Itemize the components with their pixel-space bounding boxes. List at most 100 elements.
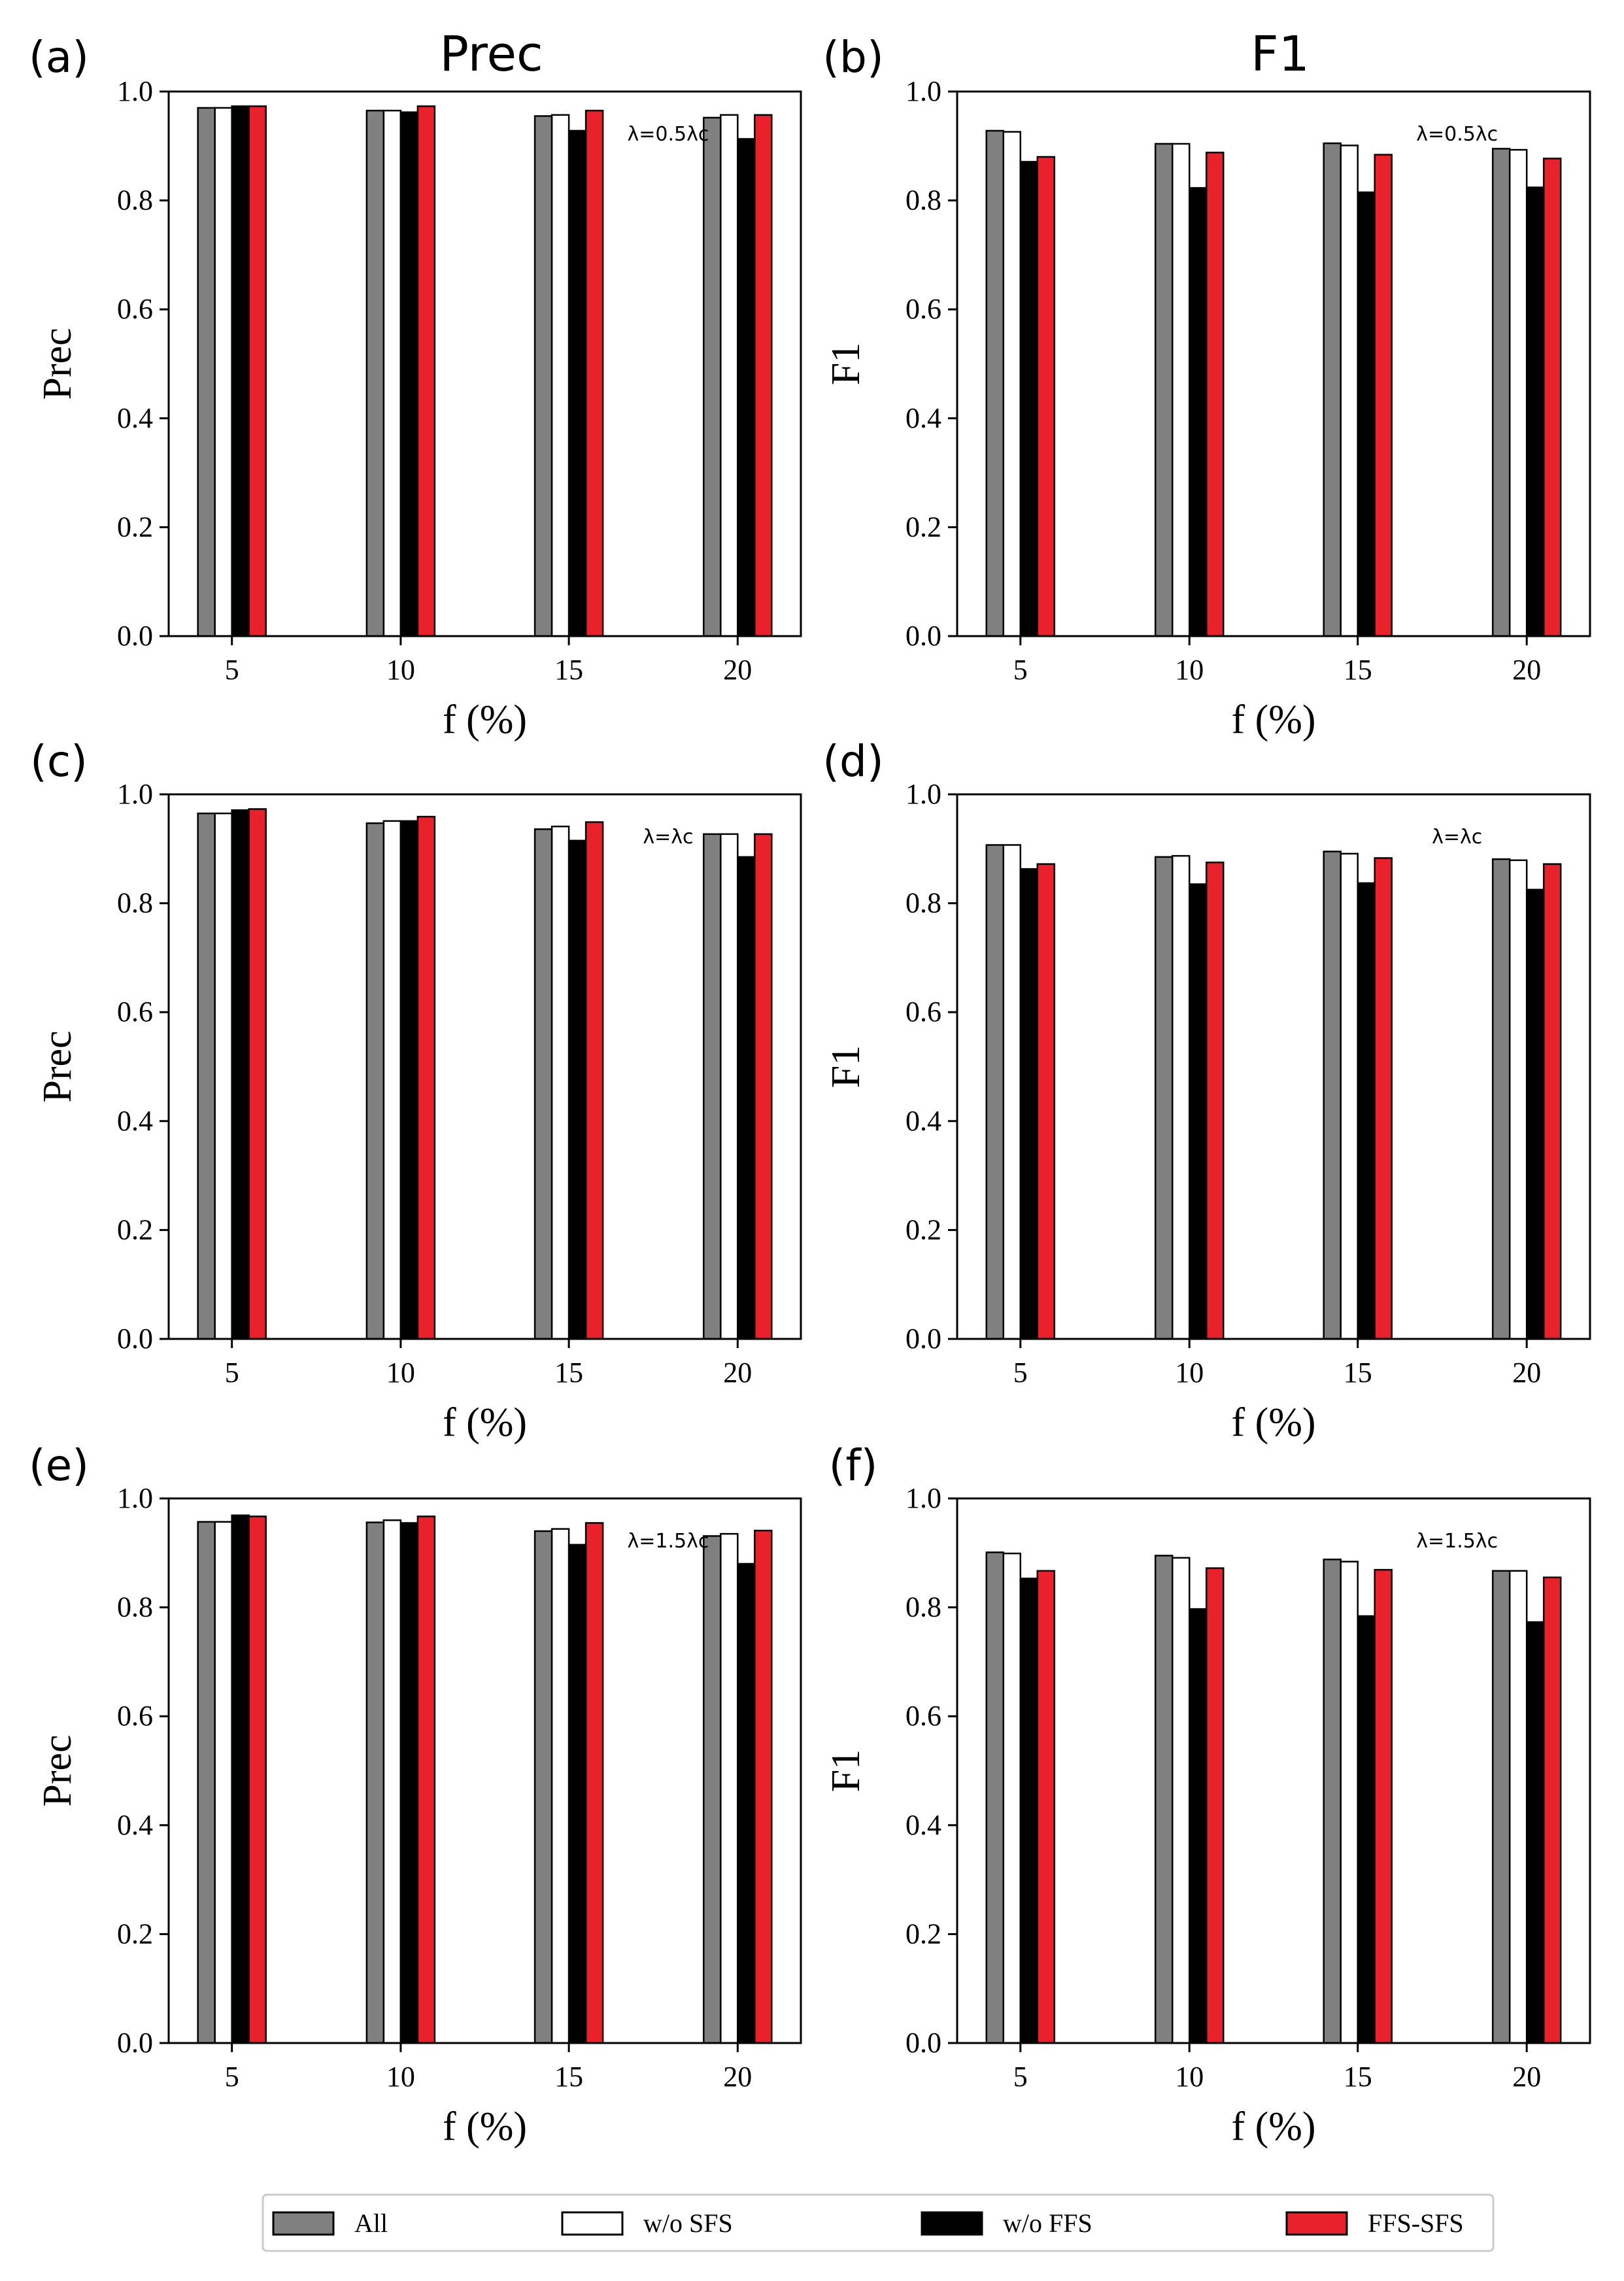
bar-all-15 — [1323, 851, 1342, 1340]
bar-ffs-sfs-10 — [1206, 1567, 1225, 2044]
legend: All w/o SFS w/o FFS FFS-SFS — [262, 2193, 1495, 2252]
x-axis-label: f (%) — [1231, 1400, 1315, 1445]
y-tick-label: 0.8 — [905, 887, 941, 919]
x-tick-label: 5 — [1013, 1357, 1028, 1389]
bar-all-15 — [533, 115, 553, 637]
x-tick-label: 15 — [554, 654, 583, 686]
bar-w-o-ffs-5 — [1019, 1578, 1039, 2044]
legend-label: w/o FFS — [1003, 2208, 1092, 2238]
bar-ffs-sfs-20 — [754, 833, 773, 1340]
y-tick-label: 0.0 — [117, 1323, 153, 1355]
axes-frame — [956, 1497, 1591, 2044]
y-tick-label: 0.4 — [905, 1105, 941, 1137]
bar-w-o-ffs-15 — [1357, 191, 1376, 637]
bar-w-o-ffs-15 — [567, 129, 587, 637]
y-tick-label: 1.0 — [905, 1482, 941, 1514]
y-tick-label: 0.2 — [905, 511, 941, 543]
legend-label: w/o SFS — [643, 2208, 733, 2238]
chart-panel-c: 0.0 0.2 0.4 0.6 0.8 1.0 5 10 15 20 f (%) Prec (c) λ=λ… — [30, 736, 802, 1445]
x-tick-label: 20 — [723, 654, 752, 686]
panel-letter: (f) — [829, 1440, 878, 1491]
bar-all-20 — [703, 1535, 722, 2044]
bar-all-10 — [1155, 856, 1174, 1340]
x-axis-label: f (%) — [1231, 698, 1315, 742]
bar-all-10 — [365, 109, 385, 637]
axes-frame — [167, 1497, 802, 2044]
panel-letter: (c) — [30, 736, 88, 786]
lambda-annotation: λ=0.5λc — [1416, 123, 1498, 146]
y-axis-label: F1 — [824, 343, 868, 385]
bar-ffs-sfs-15 — [584, 1522, 604, 2044]
y-tick-label: 0.6 — [117, 1700, 153, 1732]
bar-ffs-sfs-10 — [416, 105, 436, 637]
x-tick-label: 5 — [1013, 654, 1028, 686]
bar-ffs-sfs-20 — [1542, 863, 1562, 1340]
y-axis-label: Prec — [35, 328, 80, 399]
x-tick-label: 10 — [386, 654, 415, 686]
bar-ffs-sfs-15 — [1374, 857, 1393, 1340]
x-tick-label: 10 — [1175, 2061, 1204, 2093]
x-tick-label: 20 — [723, 2061, 752, 2093]
bar-w-o-ffs-5 — [1019, 868, 1039, 1340]
bar-w-o-sfs-10 — [382, 820, 402, 1340]
panel-letter: (e) — [29, 1440, 89, 1491]
y-tick-label: 1.0 — [117, 778, 153, 810]
x-axis-label: f (%) — [443, 1400, 527, 1445]
bar-w-o-sfs-15 — [1340, 1561, 1359, 2044]
bar-w-o-sfs-15 — [550, 1528, 570, 2044]
column-title: Prec — [439, 26, 543, 82]
bar-ffs-sfs-20 — [1542, 158, 1562, 637]
axes-frame — [167, 90, 802, 637]
y-tick-label: 0.4 — [905, 1809, 941, 1841]
bar-w-o-ffs-5 — [231, 1514, 250, 2044]
axes-frame — [167, 793, 802, 1340]
bar-all-20 — [1491, 1570, 1511, 2044]
bar-all-15 — [1323, 142, 1342, 637]
bar-w-o-sfs-5 — [1002, 844, 1022, 1340]
bar-w-o-ffs-5 — [231, 105, 250, 637]
bar-w-o-ffs-10 — [1189, 187, 1208, 637]
bar-ffs-sfs-5 — [1036, 156, 1056, 637]
y-tick-label: 1.0 — [905, 75, 941, 107]
x-tick-label: 10 — [1175, 1357, 1204, 1389]
y-tick-label: 1.0 — [117, 75, 153, 107]
column-title: F1 — [1251, 26, 1310, 82]
x-tick-label: 20 — [1512, 2061, 1541, 2093]
bar-ffs-sfs-15 — [1374, 1568, 1393, 2044]
y-tick-label: 1.0 — [117, 1482, 153, 1514]
bar-ffs-sfs-5 — [1036, 1570, 1056, 2044]
y-tick-label: 0.0 — [117, 2027, 153, 2059]
x-tick-label: 10 — [386, 2061, 415, 2093]
bar-all-10 — [1155, 143, 1174, 637]
bar-all-20 — [703, 833, 722, 1340]
bar-w-o-sfs-20 — [720, 114, 739, 637]
bar-w-o-ffs-10 — [1189, 883, 1208, 1340]
bar-w-o-ffs-15 — [567, 1544, 587, 2044]
legend-label: FFS-SFS — [1368, 2208, 1464, 2238]
bar-ffs-sfs-5 — [1036, 863, 1056, 1340]
bar-w-o-sfs-5 — [1002, 131, 1022, 637]
bar-ffs-sfs-5 — [248, 105, 267, 637]
y-tick-label: 0.0 — [905, 620, 941, 652]
bar-all-5 — [985, 844, 1005, 1340]
legend-box — [262, 2193, 1495, 2252]
bar-w-o-sfs-20 — [720, 1532, 739, 2044]
bar-all-5 — [197, 1521, 216, 2044]
y-tick-label: 0.2 — [117, 1918, 153, 1950]
bar-ffs-sfs-10 — [1206, 152, 1225, 637]
bar-w-o-sfs-5 — [214, 1521, 233, 2044]
bar-ffs-sfs-5 — [248, 1515, 267, 2044]
lambda-annotation: λ=λc — [1432, 826, 1482, 849]
bar-ffs-sfs-20 — [1542, 1576, 1562, 2044]
y-tick-label: 0.2 — [117, 511, 153, 543]
bar-ffs-sfs-15 — [584, 109, 604, 637]
bar-all-15 — [533, 1530, 553, 2044]
bar-ffs-sfs-10 — [416, 1515, 436, 2044]
legend-label: All — [354, 2208, 388, 2238]
y-tick-label: 1.0 — [905, 778, 941, 810]
y-axis-label: F1 — [824, 1749, 868, 1792]
bar-all-10 — [365, 1521, 385, 2044]
legend-swatch-all — [272, 2211, 335, 2236]
x-axis-label: f (%) — [443, 2104, 527, 2149]
